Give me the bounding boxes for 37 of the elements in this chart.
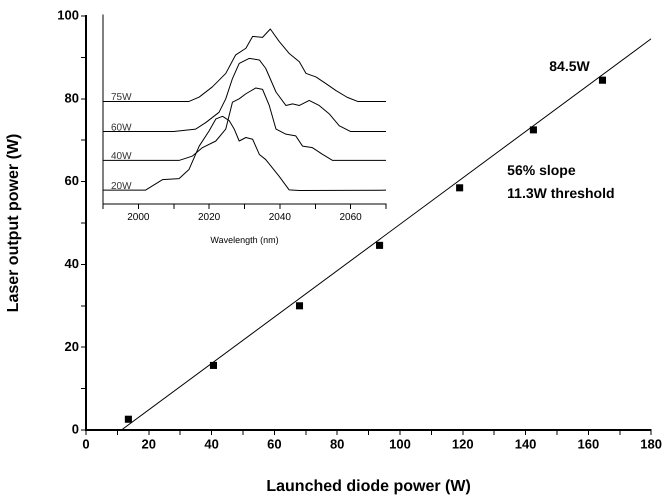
annotation: 84.5W — [549, 58, 591, 74]
annotation: 56% slope — [507, 162, 576, 178]
x-axis-title: Launched diode power (W) — [266, 478, 471, 495]
series-label: 20W — [111, 180, 132, 192]
x-tick-label: 40 — [204, 436, 219, 452]
point — [210, 362, 218, 369]
point — [376, 242, 384, 249]
point — [124, 416, 132, 423]
annotation: 11.3W threshold — [507, 184, 615, 201]
y-tick-label: 100 — [57, 8, 79, 23]
y-axis-title: Laser output power (W) — [5, 134, 22, 312]
x-tick-label: 60 — [267, 436, 282, 452]
point — [598, 76, 606, 84]
point — [296, 302, 304, 310]
y-tick-label: 60 — [64, 173, 79, 188]
x-tick-label: 2020 — [198, 212, 221, 223]
y-tick-label: 0 — [72, 422, 79, 437]
x-tick-label: 180 — [640, 436, 662, 452]
x-tick-label: 20 — [142, 436, 156, 452]
series-label: 75W — [111, 92, 132, 104]
series-label: 60W — [111, 122, 132, 134]
x-tick-label: 2000 — [127, 212, 150, 223]
x-tick-label: 0 — [82, 436, 90, 452]
y-tick-label: 40 — [64, 256, 79, 271]
x-axis-title: Wavelength (nm) — [210, 235, 279, 246]
x-tick-label: 2060 — [340, 212, 362, 223]
y-tick-label: 20 — [64, 338, 79, 354]
x-tick-label: 160 — [578, 436, 600, 452]
point — [456, 184, 464, 192]
x-tick-label: 120 — [452, 436, 474, 452]
x-tick-label: 100 — [389, 436, 411, 452]
point — [530, 126, 537, 134]
y-tick-label: 80 — [64, 90, 79, 106]
x-tick-label: 80 — [330, 436, 344, 452]
series-label: 40W — [111, 151, 132, 162]
x-tick-label: 2040 — [268, 212, 292, 223]
x-tick-label: 140 — [514, 436, 536, 452]
